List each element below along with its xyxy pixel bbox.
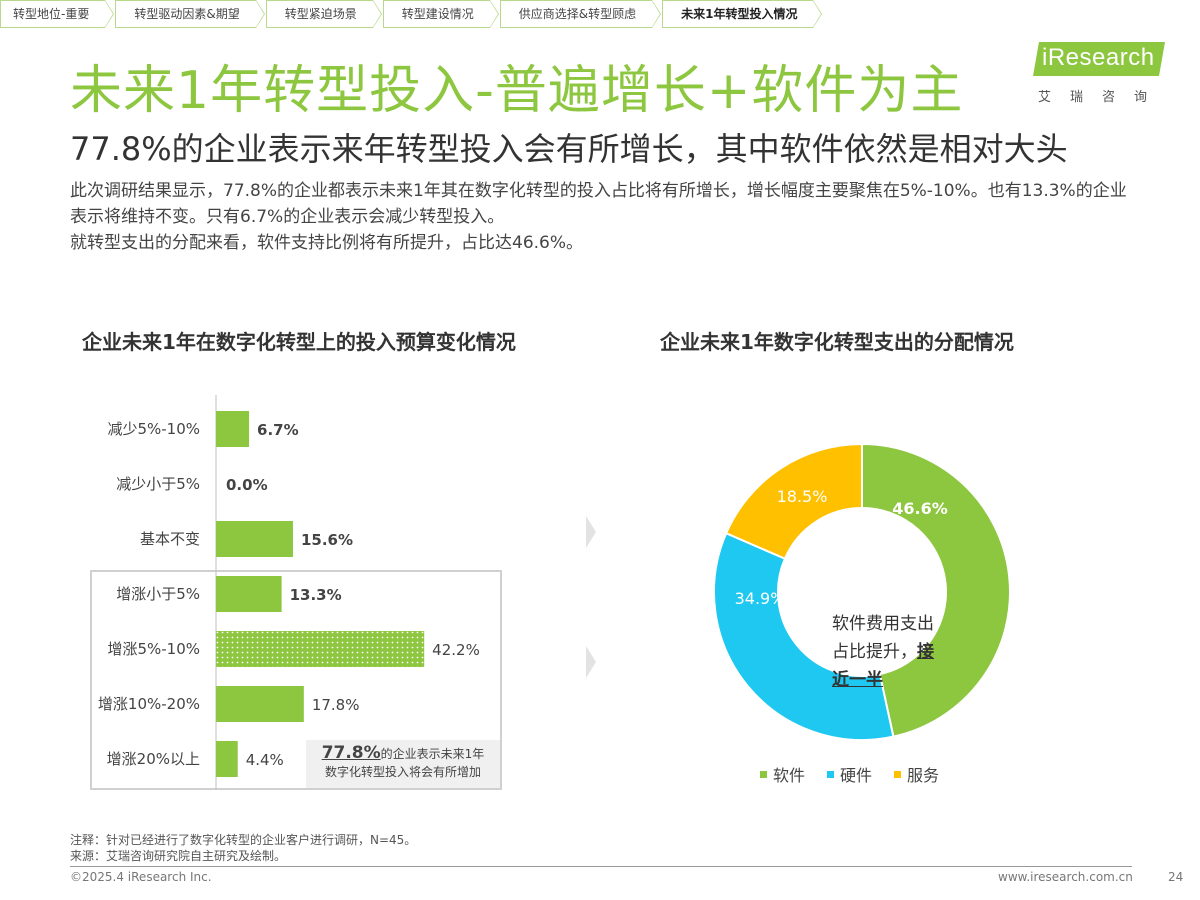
legend-label-software: 软件: [773, 766, 806, 785]
bar-value-label: 17.8%: [312, 696, 360, 714]
page-number: 24: [1168, 870, 1184, 884]
callout-text-1: 的企业表示未来1年: [380, 747, 485, 761]
legend-item-hardware: 硬件: [827, 762, 872, 786]
donut-value-label: 34.9%: [735, 589, 786, 608]
bar-chart-title: 企业未来1年在数字化转型上的投入预算变化情况: [82, 330, 516, 354]
bar-category-label: 增涨5%-10%: [107, 640, 200, 658]
bar-value-label: 13.3%: [290, 586, 342, 604]
footnote-source: 来源：艾瑞咨询研究院自主研究及绘制。: [70, 849, 287, 863]
budget-change-bar-chart: 减少5%-10% 6.7% 减少小于5% 0.0% 基本不变 15.6% 增涨小于5% 13.…: [98, 395, 480, 790]
description-block: 此次调研结果显示，77.8%的企业都表示未来1年其在数字化转型的投入占比将有所增…: [70, 178, 1130, 256]
iresearch-logo: iResearch 艾瑞咨询: [1032, 38, 1172, 108]
description-paragraph-1: 此次调研结果显示，77.8%的企业都表示未来1年其在数字化转型的投入占比将有所增…: [70, 181, 1127, 227]
bar: [216, 576, 282, 612]
logo-brand-text: iResearch: [1042, 44, 1155, 71]
footnote-note: 注释：针对已经进行了数字化转型的企业客户进行调研，N=45。: [70, 833, 417, 847]
spend-allocation-donut-chart: 46.6% 34.9% 18.5%: [713, 442, 1011, 741]
breadcrumb-item-vendor-selection[interactable]: 供应商选择&转型顾虑: [499, 0, 662, 28]
callout-value: 77.8%: [321, 743, 381, 763]
chevron-right-icon: [586, 516, 596, 548]
center-text-line2-prefix: 占比提升，: [832, 642, 917, 662]
bar-value-label: 4.4%: [246, 751, 284, 769]
bar-category-label: 减少小于5%: [116, 475, 200, 493]
bar: [216, 411, 250, 447]
legend-item-software: 软件: [760, 762, 805, 786]
footer-copyright: ©2025.4 iResearch Inc.: [70, 870, 212, 884]
center-text-line1: 软件费用支出: [832, 614, 934, 634]
bar-value-label: 15.6%: [301, 531, 353, 549]
center-text-line2-em: 接: [917, 642, 934, 662]
breadcrumb-item-urgent-scenarios[interactable]: 转型紧迫场景: [265, 0, 382, 28]
bar-value-label: 42.2%: [432, 641, 480, 659]
bar-value-label: 0.0%: [226, 476, 268, 494]
page-title: 未来1年转型投入-普遍增长+软件为主: [70, 61, 964, 121]
bar: [216, 631, 425, 667]
legend-swatch-service: [894, 770, 902, 778]
page-subtitle: 77.8%的企业表示来年转型投入会有所增长，其中软件依然是相对大头: [70, 130, 1068, 168]
footer-divider: [70, 866, 1132, 867]
donut-chart-title: 企业未来1年数字化转型支出的分配情况: [660, 330, 1014, 354]
donut-slice-hardware: [713, 531, 895, 741]
increase-highlight-box: [90, 570, 502, 790]
logo-sub-text: 艾瑞咨询: [1038, 90, 1167, 105]
donut-value-label: 18.5%: [777, 487, 828, 506]
footnote-block: 注释：针对已经进行了数字化转型的企业客户进行调研，N=45。 来源：艾瑞咨询研究…: [70, 832, 416, 864]
donut-slice-service: [724, 442, 863, 560]
donut-value-label: 46.6%: [892, 499, 948, 518]
increase-callout-note: 77.8%的企业表示未来1年 数字化转型投入将会有所增加: [306, 740, 500, 788]
breadcrumb-item-status[interactable]: 转型地位-重要: [0, 0, 115, 28]
donut-legend: 软件 硬件 服务: [760, 762, 939, 786]
bar: [216, 686, 304, 722]
breadcrumb-item-drivers[interactable]: 转型驱动因素&期望: [115, 0, 266, 28]
bar-category-label: 基本不变: [140, 530, 200, 548]
breadcrumb-item-construction[interactable]: 转型建设情况: [382, 0, 499, 28]
bar: [216, 521, 293, 557]
callout-text-2: 数字化转型投入将会有所增加: [324, 765, 481, 779]
breadcrumb-item-future-investment[interactable]: 未来1年转型投入情况: [662, 0, 823, 28]
legend-item-service: 服务: [894, 762, 939, 786]
donut-slice-software: [861, 442, 1011, 738]
bar: [216, 741, 238, 777]
legend-label-hardware: 硬件: [840, 766, 873, 785]
bar-value-label: 6.7%: [257, 421, 299, 439]
section-breadcrumb: 转型地位-重要 转型驱动因素&期望 转型紧迫场景 转型建设情况 供应商选择&转型…: [0, 0, 823, 28]
description-paragraph-2: 就转型支出的分配来看，软件支持比例将有所提升，占比达46.6%。: [70, 233, 584, 253]
donut-center-text: 软件费用支出 占比提升，接 近一半: [832, 610, 952, 694]
bar-category-label: 增涨10%-20%: [98, 695, 200, 713]
footer-website[interactable]: www.iresearch.com.cn: [998, 870, 1133, 884]
chevron-right-icon: [586, 646, 596, 678]
legend-swatch-software: [760, 770, 767, 778]
bar-category-label: 增涨20%以上: [107, 750, 200, 768]
legend-label-service: 服务: [907, 766, 940, 785]
bar-category-label: 增涨小于5%: [116, 585, 200, 603]
legend-swatch-hardware: [827, 770, 835, 778]
center-text-line3-em: 近一半: [832, 670, 883, 690]
bar-category-label: 减少5%-10%: [107, 420, 200, 438]
